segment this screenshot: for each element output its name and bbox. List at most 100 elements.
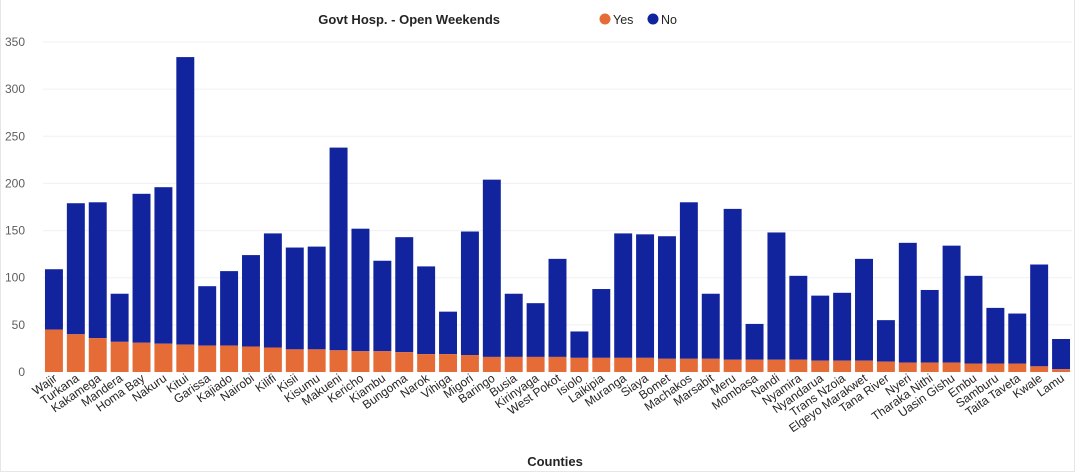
bar-no-lamu[interactable] (1052, 339, 1071, 370)
bar-yes-nyeri[interactable] (898, 362, 917, 372)
bar-yes-kirinyaga[interactable] (526, 356, 545, 372)
bar-no-wajir[interactable] (44, 269, 63, 330)
bar-yes-turkana[interactable] (66, 334, 85, 372)
bar-yes-nandi[interactable] (767, 359, 786, 372)
bar-no-samburu[interactable] (986, 307, 1005, 364)
bar-yes-kisii[interactable] (285, 349, 304, 372)
bar-no-nakuru[interactable] (154, 187, 173, 344)
bar-no-migori[interactable] (460, 231, 479, 356)
bar-yes-kwale[interactable] (1030, 366, 1049, 372)
bar-yes-elgeyo-marakwet[interactable] (855, 360, 873, 372)
bar-no-nyeri[interactable] (898, 242, 917, 363)
bar-yes-siaya[interactable] (636, 357, 655, 372)
bar-no-isiolo[interactable] (570, 331, 589, 358)
bar-no-mombasa[interactable] (745, 323, 764, 360)
bar-yes-busia[interactable] (504, 356, 523, 372)
bar-no-nyandarua[interactable] (811, 295, 830, 361)
bar-yes-taita-taveta[interactable] (1008, 363, 1027, 372)
bar-yes-nyandarua[interactable] (811, 360, 830, 372)
legend-label-yes: Yes (613, 13, 633, 27)
bar-no-marsabit[interactable] (701, 293, 720, 359)
bar-no-homa-bay[interactable] (132, 193, 151, 343)
bar-yes-kilifi[interactable] (263, 347, 282, 372)
bar-yes-samburu[interactable] (986, 363, 1005, 372)
bar-yes-mombasa[interactable] (745, 359, 764, 372)
bar-no-embu[interactable] (964, 275, 983, 364)
bar-yes-bungoma[interactable] (395, 352, 414, 372)
bar-yes-tharaka-nithi[interactable] (920, 362, 939, 372)
bar-no-baringo[interactable] (482, 179, 501, 357)
bar-yes-uasin-gishu[interactable] (942, 362, 961, 372)
bar-no-kajiado[interactable] (220, 271, 239, 346)
bar-no-kilifi[interactable] (263, 233, 282, 348)
bar-yes-meru[interactable] (723, 359, 742, 372)
bar-no-nandi[interactable] (767, 232, 786, 360)
bar-no-garissa[interactable] (198, 286, 217, 346)
bar-yes-machakos[interactable] (679, 358, 698, 372)
bar-no-narok[interactable] (417, 266, 436, 355)
bar-no-trans-nzoia[interactable] (833, 292, 852, 361)
bar-yes-nakuru[interactable] (154, 343, 173, 372)
bar-no-kericho[interactable] (351, 228, 370, 352)
bar-no-makueni[interactable] (329, 147, 348, 351)
bar-yes-wajir[interactable] (44, 329, 63, 372)
bar-yes-trans-nzoia[interactable] (833, 360, 852, 372)
bar-no-west-pokot[interactable] (548, 258, 567, 357)
bar-yes-nairobi[interactable] (242, 346, 260, 372)
bar-yes-lamu[interactable] (1052, 369, 1071, 372)
bar-yes-kisumu[interactable] (307, 349, 326, 372)
bar-no-bungoma[interactable] (395, 237, 414, 353)
bar-yes-garissa[interactable] (198, 345, 217, 372)
bar-yes-mandera[interactable] (110, 341, 129, 372)
bar-yes-marsabit[interactable] (701, 358, 720, 372)
bar-yes-kitui[interactable] (176, 344, 195, 372)
bar-no-uasin-gishu[interactable] (942, 245, 961, 363)
bar-yes-laikipia[interactable] (592, 357, 611, 372)
bar-yes-vihiga[interactable] (439, 354, 458, 372)
bar-no-kiambu[interactable] (373, 260, 392, 352)
bar-no-elgeyo-marakwet[interactable] (855, 258, 873, 361)
bar-yes-homa-bay[interactable] (132, 342, 151, 372)
y-tick-label: 100 (5, 271, 25, 285)
bar-no-busia[interactable] (504, 293, 523, 357)
bar-yes-baringo[interactable] (482, 356, 501, 372)
bar-no-kisumu[interactable] (307, 246, 326, 350)
bar-no-mandera[interactable] (110, 293, 129, 342)
y-tick-label: 50 (12, 318, 26, 332)
bar-no-taita-taveta[interactable] (1008, 313, 1027, 364)
bar-yes-isiolo[interactable] (570, 357, 589, 372)
bar-yes-nyamira[interactable] (789, 359, 808, 372)
bar-no-kisii[interactable] (285, 247, 304, 350)
bar-yes-kericho[interactable] (351, 351, 370, 372)
bars (44, 57, 1071, 372)
bar-no-turkana[interactable] (66, 203, 85, 335)
bar-yes-makueni[interactable] (329, 350, 348, 372)
bar-yes-west-pokot[interactable] (548, 356, 567, 372)
bar-no-kakamega[interactable] (88, 202, 107, 339)
bar-no-vihiga[interactable] (439, 311, 458, 355)
bar-yes-kiambu[interactable] (373, 351, 392, 372)
bar-yes-kajiado[interactable] (220, 345, 239, 372)
bar-yes-migori[interactable] (460, 355, 479, 372)
bar-no-siaya[interactable] (636, 234, 655, 358)
bar-yes-muranga[interactable] (614, 357, 633, 372)
bar-yes-narok[interactable] (417, 354, 436, 372)
bar-yes-bomet[interactable] (657, 358, 676, 372)
legend-marker-no (647, 13, 659, 25)
bar-no-kirinyaga[interactable] (526, 303, 545, 357)
legend-label-no: No (661, 13, 677, 27)
bar-no-tharaka-nithi[interactable] (920, 289, 939, 363)
bar-no-meru[interactable] (723, 208, 742, 360)
bar-no-laikipia[interactable] (592, 289, 611, 358)
bar-no-machakos[interactable] (679, 202, 698, 359)
bar-no-bomet[interactable] (657, 236, 676, 359)
bar-no-tana-river[interactable] (876, 320, 895, 362)
bar-no-nairobi[interactable] (242, 255, 260, 347)
bar-no-muranga[interactable] (614, 233, 633, 358)
bar-no-kitui[interactable] (176, 57, 195, 345)
bar-no-nyamira[interactable] (789, 275, 808, 360)
bar-no-kwale[interactable] (1030, 264, 1049, 367)
bar-yes-kakamega[interactable] (88, 338, 107, 372)
bar-yes-tana-river[interactable] (876, 361, 895, 372)
bar-yes-embu[interactable] (964, 363, 983, 372)
